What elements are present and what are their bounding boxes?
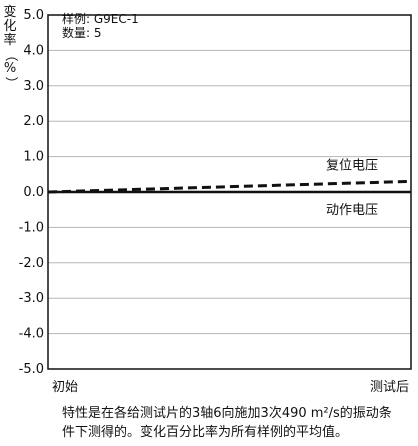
- series-label: 动作电压: [326, 203, 378, 218]
- x-tick-label: 初始: [52, 380, 78, 395]
- y-axis-label-percent: %: [3, 61, 17, 76]
- y-tick-label: 5.0: [23, 8, 44, 23]
- y-axis-label-char-2: 化: [3, 19, 17, 34]
- series-line: [47, 179, 412, 194]
- x-tick-labels: 初始 测试后: [52, 380, 409, 395]
- y-tick-label: -5.0: [19, 362, 44, 377]
- y-tick-label: 4.0: [23, 43, 44, 58]
- y-tick-label: 2.0: [23, 114, 44, 129]
- sample-info: 样例: G9EC-1 数量: 5: [62, 12, 139, 40]
- y-tick-label: -1.0: [19, 220, 44, 235]
- series-lines: [47, 179, 412, 194]
- series-label: 复位电压: [326, 158, 378, 173]
- footnote: 特性是在各给测试片的3轴6向施加3次490 m²/s的振动条 件下测得的。变化百…: [62, 404, 412, 442]
- sample-name: 样例: G9EC-1: [62, 12, 139, 26]
- footnote-line-1: 特性是在各给测试片的3轴6向施加3次490 m²/s的振动条: [62, 406, 392, 421]
- y-tick-label: 0.0: [23, 185, 44, 200]
- y-axis-label-char-3: 率: [3, 33, 17, 48]
- footnote-line-2: 件下测得的。变化百分比率为所有样例的平均值。: [62, 425, 349, 440]
- y-tick-label: 3.0: [23, 79, 44, 94]
- y-tick-label: -4.0: [19, 327, 44, 342]
- sample-count: 数量: 5: [62, 26, 102, 40]
- x-tick-label: 测试后: [370, 380, 409, 395]
- y-axis-label: 变 化 率 （ % ）: [2, 6, 18, 90]
- y-tick-label: -2.0: [19, 256, 44, 271]
- y-tick-label: 1.0: [23, 150, 44, 165]
- y-tick-labels: 5.0 4.0 3.0 2.0 1.0 0.0 -1.0 -2.0 -3.0 -4.0 -5.0: [19, 8, 44, 377]
- y-tick-label: -3.0: [19, 291, 44, 306]
- y-axis-label-char-1: 变: [3, 5, 17, 20]
